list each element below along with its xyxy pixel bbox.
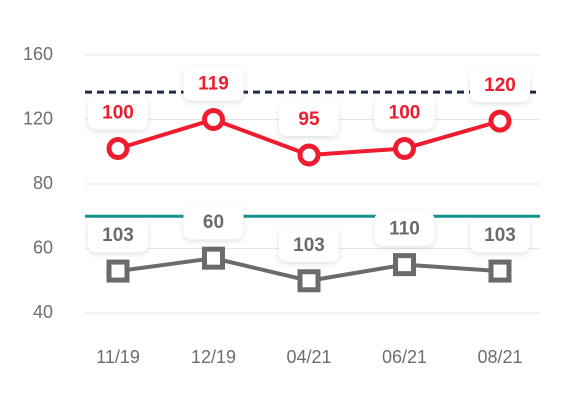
y-tick-label: 120: [23, 108, 53, 128]
x-tick-label: 08/21: [477, 347, 522, 367]
point: [106, 137, 130, 161]
label-box: [470, 68, 530, 103]
y-tick-label: 160: [23, 44, 53, 64]
data-label: 103: [293, 235, 325, 256]
label-box: [279, 227, 339, 262]
label-box: [88, 95, 148, 130]
point: [202, 246, 225, 270]
label-box: [88, 218, 148, 253]
label-box: [374, 95, 435, 130]
data-label: 103: [102, 225, 134, 246]
y-tick-label: 40: [33, 302, 53, 322]
data-label: 103: [484, 225, 516, 246]
y-tick-label: 80: [33, 173, 53, 193]
point: [393, 137, 416, 161]
x-tick-label: 06/21: [382, 347, 427, 367]
label-box: [183, 66, 244, 101]
x-tick-label: 04/21: [286, 347, 331, 367]
label-box: [470, 218, 530, 253]
y-tick-label: 60: [33, 237, 53, 257]
point: [297, 143, 321, 167]
point: [297, 269, 321, 293]
data-label: 60: [203, 212, 224, 233]
data-label: 110: [389, 219, 420, 240]
point: [488, 109, 512, 133]
x-tick-label: 12/19: [191, 347, 236, 367]
data-label: 100: [389, 103, 421, 124]
label-box: [374, 211, 435, 246]
point: [488, 259, 512, 283]
label-box: [183, 205, 244, 240]
data-label: 95: [298, 109, 320, 130]
data-label: 119: [198, 74, 229, 95]
label-box: [279, 101, 339, 136]
point: [106, 259, 130, 283]
data-label: 100: [102, 103, 134, 124]
data-label: 120: [484, 75, 516, 96]
point: [393, 253, 416, 277]
point: [202, 108, 225, 131]
x-tick-label: 11/19: [96, 347, 140, 367]
